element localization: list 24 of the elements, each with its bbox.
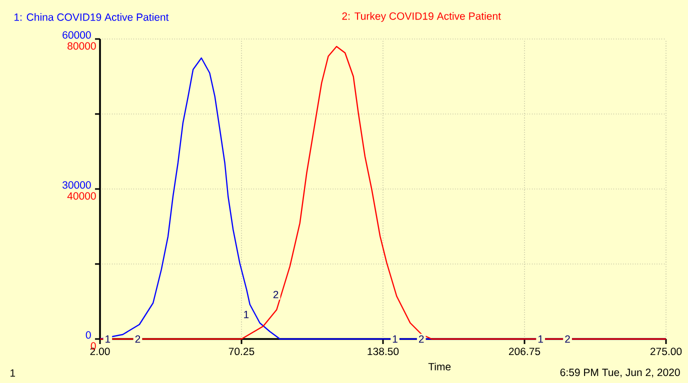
- y-tick-label: 60000: [62, 31, 91, 39]
- x-axis-title: Time: [428, 362, 451, 370]
- x-tick-label: 275.00: [650, 348, 682, 356]
- y2-tick-label: 0: [90, 342, 96, 350]
- text: 1: [10, 369, 16, 377]
- y2-tick-label: 80000: [68, 42, 96, 50]
- text: 6:59 PM Tue, Jun 2, 2020: [560, 368, 680, 378]
- annotation: 1: [392, 335, 398, 343]
- annotation: 2: [273, 290, 278, 298]
- annotation: 1: [106, 335, 110, 343]
- annotation: 1: [244, 310, 249, 318]
- annotation: 2: [565, 335, 570, 343]
- annotation: 2: [135, 335, 140, 343]
- annotation: 1: [538, 335, 543, 343]
- annotation: 2: [418, 335, 424, 343]
- x-tick-label: 138.50: [368, 348, 399, 356]
- text: 1: China COVID19 Active Patient: [14, 13, 169, 21]
- x-tick-label: 70.25: [228, 348, 254, 356]
- x-tick-label: 2.00: [90, 348, 110, 356]
- y-tick-label: 30000: [62, 181, 91, 189]
- x-tick-label: 206.75: [508, 348, 540, 356]
- y2-tick-label: 40000: [67, 192, 96, 200]
- y-tick-label: 0: [86, 331, 91, 339]
- text: 2: Turkey COVID19 Active Patient: [342, 12, 501, 22]
